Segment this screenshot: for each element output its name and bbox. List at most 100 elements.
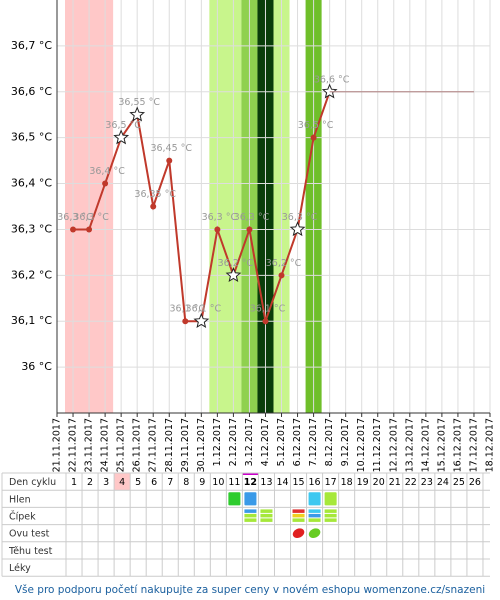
x-tick-label: 10.12.2017: [356, 418, 367, 472]
point: [262, 318, 269, 325]
x-tick-label: 6.12.2017: [292, 418, 303, 466]
y-tick-label: 36,6 °C: [11, 85, 52, 98]
ovulation-test-icon: [292, 528, 305, 539]
day-number: 12: [244, 477, 257, 488]
day-number: 9: [199, 477, 205, 488]
footer-link[interactable]: Vše pro podporu početí nakupujte za supe…: [15, 584, 485, 596]
day-number: 1: [71, 477, 77, 488]
row-label: Den cyklu: [9, 477, 56, 488]
cervix-icon: [244, 513, 257, 518]
value-label: 36,1 °C: [250, 304, 286, 315]
cervix-icon: [324, 513, 337, 518]
day-number: 25: [453, 477, 465, 488]
star-marker: [225, 266, 242, 283]
mucus-icon: [324, 492, 337, 506]
x-tick-label: 30.11.2017: [196, 418, 207, 472]
cervix-icon: [308, 518, 321, 522]
value-label: 36,1 °C: [186, 304, 222, 315]
y-tick-label: 36,2 °C: [11, 268, 52, 281]
y-tick-label: 36,7 °C: [11, 39, 52, 52]
cervix-icon: [292, 509, 305, 513]
point: [182, 318, 189, 325]
day-number: 8: [183, 477, 189, 488]
x-tick-label: 14.12.2017: [420, 418, 431, 472]
value-label: 36,2 °C: [218, 258, 254, 269]
value-label: 36,35 °C: [134, 189, 176, 200]
x-tick-label: 24.11.2017: [100, 418, 111, 472]
y-tick-label: 36,5 °C: [11, 131, 52, 144]
day-number: 26: [469, 477, 481, 488]
cervix-icon: [308, 509, 321, 513]
value-label: 36,6 °C: [314, 74, 350, 85]
cervix-icon: [324, 509, 337, 513]
value-label: 36,3 °C: [202, 212, 238, 223]
point: [214, 226, 221, 233]
mucus-icon: [228, 492, 241, 506]
star-marker: [129, 106, 146, 122]
value-label: 36,3 °C: [234, 212, 270, 223]
x-tick-label: 8.12.2017: [324, 418, 335, 466]
cervix-icon: [260, 518, 273, 522]
value-label: 36,2 °C: [266, 258, 302, 269]
day-number: 23: [421, 477, 433, 488]
day-number: 2: [87, 477, 93, 488]
cervix-icon: [244, 518, 257, 522]
y-tick-label: 36,1 °C: [11, 314, 52, 327]
x-tick-label: 28.11.2017: [164, 418, 175, 472]
star-marker: [113, 129, 130, 145]
row-label: Hlen: [9, 494, 31, 505]
day-number: 20: [373, 477, 385, 488]
day-number: 10: [212, 477, 224, 488]
day-number: 6: [151, 477, 157, 488]
day-number: 18: [341, 477, 353, 488]
cervix-icon: [260, 513, 273, 518]
x-tick-label: 11.12.2017: [372, 418, 383, 472]
cervix-icon: [260, 509, 273, 513]
current-day-marker: [242, 473, 259, 475]
row-label: Čípek: [9, 511, 36, 523]
point: [150, 203, 157, 210]
cervix-icon: [324, 518, 337, 522]
day-number: 14: [276, 477, 288, 488]
point: [70, 226, 77, 233]
value-label: 36,3 °C: [57, 212, 93, 223]
point: [278, 272, 285, 279]
x-tick-label: 23.11.2017: [84, 418, 95, 472]
point: [102, 180, 109, 187]
point: [86, 226, 93, 233]
x-tick-label: 22.11.2017: [68, 418, 79, 472]
day-number: 13: [260, 477, 272, 488]
day-highlight: [114, 473, 131, 491]
value-label: 36,4 °C: [89, 166, 125, 177]
x-tick-label: 21.11.2017: [52, 418, 63, 472]
value-label: 36,1 °C: [170, 304, 206, 315]
value-label: 36,5 °C: [298, 120, 334, 131]
day-number: 21: [389, 477, 401, 488]
day-number: 16: [309, 477, 321, 488]
value-label: 36,3 °C: [282, 212, 318, 223]
ovulation-test-icon: [308, 528, 321, 539]
y-tick-label: 36,3 °C: [11, 222, 52, 235]
x-tick-label: 18.12.2017: [485, 418, 496, 472]
day-number: 15: [292, 477, 304, 488]
row-label: Ovu test: [9, 529, 50, 540]
star-marker: [321, 83, 338, 99]
x-tick-label: 25.11.2017: [116, 418, 127, 472]
x-tick-label: 29.11.2017: [180, 418, 191, 472]
star-marker: [193, 312, 210, 328]
x-tick-label: 9.12.2017: [340, 418, 351, 466]
y-tick-label: 36 °C: [21, 360, 52, 373]
star-marker: [289, 221, 306, 237]
day-number: 5: [135, 477, 141, 488]
x-tick-label: 15.12.2017: [436, 418, 447, 472]
point: [246, 226, 253, 233]
value-label: 36,45 °C: [150, 143, 192, 154]
x-tick-label: 16.12.2017: [452, 418, 463, 472]
cervix-icon: [292, 518, 305, 522]
day-number: 7: [167, 477, 173, 488]
mucus-icon: [308, 492, 321, 506]
phase-band: [209, 0, 242, 413]
value-label: 36,55 °C: [118, 97, 160, 108]
x-tick-label: 13.12.2017: [404, 418, 415, 472]
day-number: 17: [325, 477, 337, 488]
